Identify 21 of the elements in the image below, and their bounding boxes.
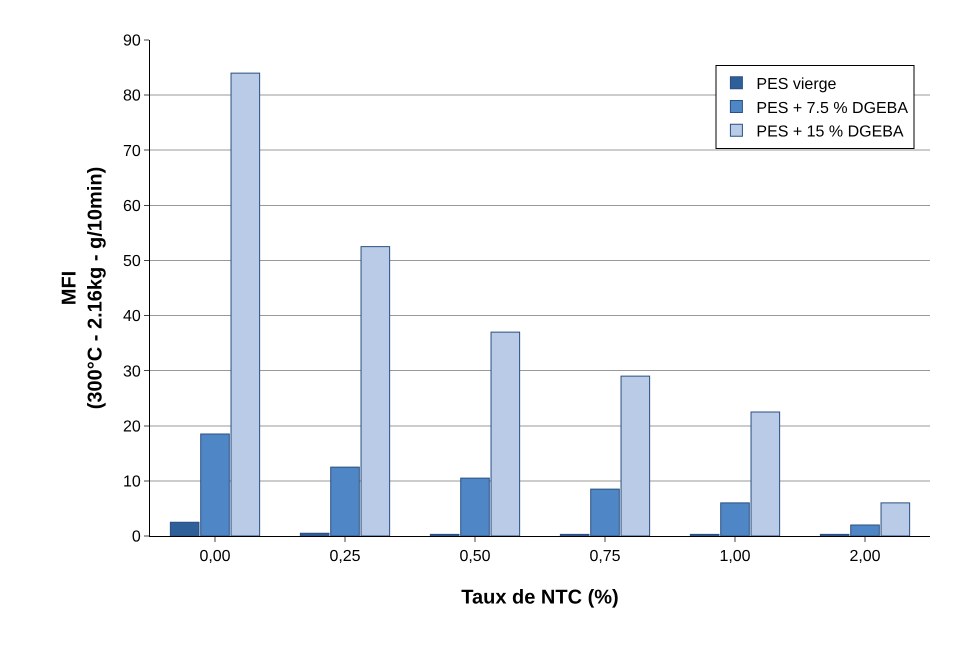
y-tick-label: 40 — [123, 308, 141, 326]
y-tick-label: 10 — [123, 473, 141, 490]
legend-label: PES + 15 % DGEBA — [756, 124, 904, 141]
legend-label: PES vierge — [756, 76, 837, 93]
y-axis-title: MFI (300°C - 2.16kg - g/10min) — [58, 166, 107, 410]
x-tick-label: 0,00 — [199, 548, 231, 566]
y-tick-label: 30 — [123, 363, 141, 380]
y-tick-label: 80 — [123, 88, 141, 105]
x-axis-title: Taux de NTC (%) — [461, 586, 619, 609]
y-tick-label: 50 — [123, 253, 141, 270]
y-tick-label: 0 — [132, 528, 141, 546]
x-tick-label: 0,50 — [459, 548, 491, 566]
x-tick-label: 1,00 — [719, 548, 751, 566]
x-tick-label: 0,25 — [329, 548, 361, 566]
legend-label: PES + 7.5 % DGEBA — [756, 100, 908, 117]
y-tick-label: 90 — [123, 32, 141, 50]
y-tick-label: 70 — [123, 142, 141, 160]
x-tick-label: 2,00 — [849, 548, 881, 566]
y-tick-label: 20 — [123, 418, 141, 436]
y-tick-label: 60 — [123, 198, 141, 215]
x-tick-label: 0,75 — [589, 548, 621, 566]
